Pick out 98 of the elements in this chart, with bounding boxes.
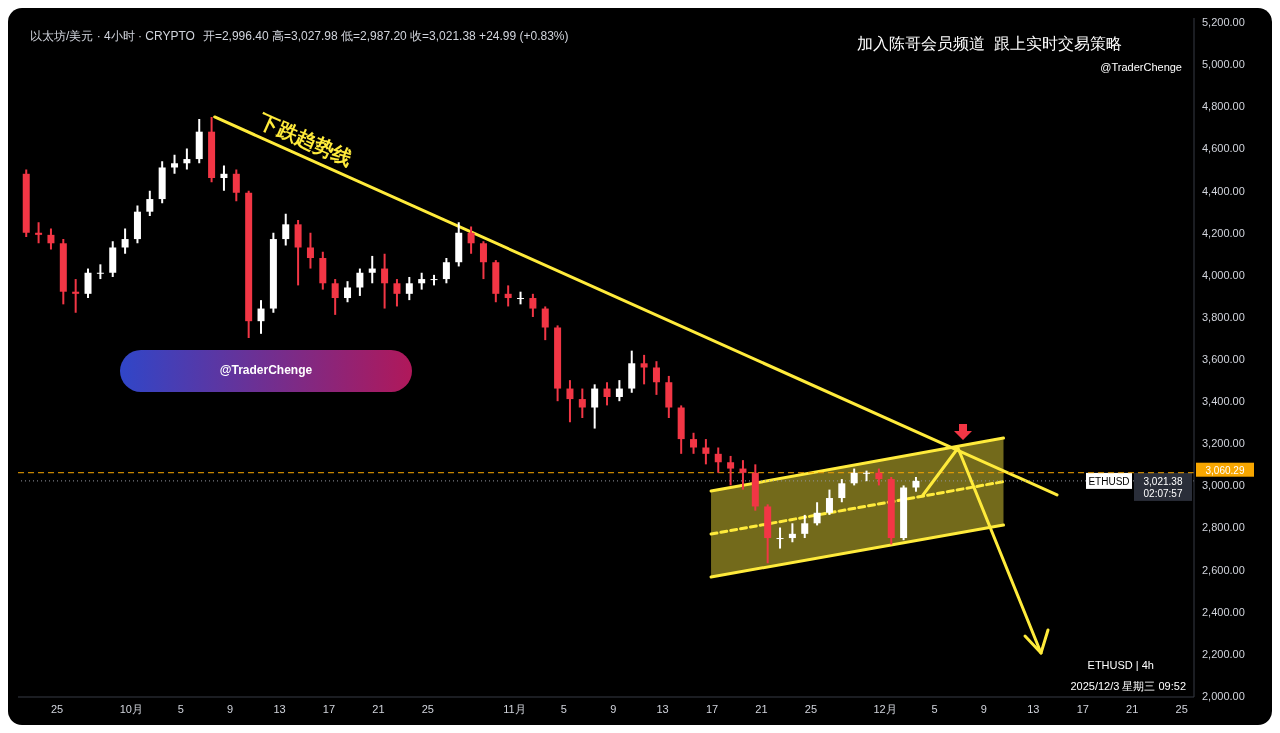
candlestick [615, 379, 623, 403]
x-tick-label: 9 [227, 702, 234, 715]
candlestick [183, 147, 191, 171]
candlestick [35, 221, 43, 245]
annotation: ETHUSD | 4h [1087, 659, 1154, 671]
y-tick-label: 2,200.00 [1202, 647, 1245, 660]
text: 以太坊/美元 · 4小时 · CRYPTO [30, 29, 195, 43]
y-tick-label: 2,400.00 [1202, 605, 1245, 618]
candlestick [541, 305, 549, 342]
x-tick-label: 5 [931, 702, 938, 715]
ref-line-label: 3,060.29 [1205, 464, 1245, 476]
candlestick [96, 263, 104, 281]
x-tick-label: 25 [1175, 702, 1188, 715]
candlestick [727, 454, 735, 487]
y-tick-label: 4,800.00 [1202, 100, 1245, 113]
ref-line-label: 3,021.38 [1143, 475, 1183, 487]
x-tick-label: 5 [560, 702, 567, 715]
y-tick-label: 4,600.00 [1202, 142, 1245, 155]
y-tick-label: 4,400.00 [1202, 184, 1245, 197]
candlestick [788, 522, 796, 544]
x-tick-label: 13 [1027, 702, 1040, 715]
candlestick [331, 278, 339, 316]
candlestick [838, 478, 846, 504]
annotation: 2025/12/3 星期三 09:52 [1070, 679, 1186, 694]
candlestick [282, 212, 290, 247]
y-tick-label: 2,600.00 [1202, 563, 1245, 576]
x-tick-label: 13 [273, 702, 286, 715]
rounded-badge: @TraderChenge [120, 350, 412, 392]
candlestick [257, 299, 265, 335]
candlestick [813, 501, 821, 527]
candlestick [825, 488, 833, 516]
y-tick-label: 3,600.00 [1202, 352, 1245, 365]
candlestick [467, 225, 475, 255]
x-tick-label: 12月 [873, 702, 897, 715]
y-tick-label: 2,800.00 [1202, 521, 1245, 534]
candlestick [603, 381, 611, 407]
candlestick [306, 231, 314, 270]
candlestick [652, 360, 660, 396]
y-tick-label: 3,200.00 [1202, 437, 1245, 450]
x-tick-label: 10月 [119, 702, 143, 715]
annotation: @TraderChenge [218, 363, 314, 377]
candlestick [566, 379, 574, 424]
annotation: @TraderChenge [1100, 61, 1182, 73]
annotation: 下跌趋势线 [254, 108, 356, 170]
candlestick [381, 252, 389, 310]
x-tick-label: 25 [51, 702, 64, 715]
candlestick [776, 526, 784, 550]
candlestick [529, 292, 537, 318]
candlestick [578, 387, 586, 420]
candlestick [801, 513, 809, 540]
x-tick-label: 21 [755, 702, 768, 715]
candlestick [72, 278, 80, 314]
candlestick [84, 267, 92, 300]
x-tick-label: 21 [372, 702, 385, 715]
x-tick-label: 13 [656, 702, 669, 715]
candlestick [47, 227, 55, 251]
candlestick [393, 278, 401, 308]
candlestick [702, 438, 710, 466]
y-tick-label: 4,200.00 [1202, 226, 1245, 239]
candlestick [739, 459, 747, 491]
annotation: 02:07:57 [1143, 487, 1183, 499]
candlestick [405, 275, 413, 302]
candlestick [714, 446, 722, 474]
y-tick-label: 2,000.00 [1202, 689, 1245, 702]
x-tick-label: 17 [1076, 702, 1089, 715]
candlestick [171, 153, 179, 175]
candlestick [121, 227, 129, 255]
candlestick [442, 257, 450, 285]
annotation: ETHUSD [1088, 475, 1130, 487]
y-tick-label: 3,000.00 [1202, 479, 1245, 492]
y-tick-label: 3,400.00 [1202, 395, 1245, 408]
text: 开=2,996.40 高=3,027.98 低=2,987.20 收=3,021.38 +24.99 (+0.83%) [202, 29, 569, 43]
candlestick [591, 383, 599, 430]
candlestick [146, 189, 154, 217]
candlestick [368, 254, 376, 285]
candlestick [479, 240, 487, 281]
y-tick-label: 3,800.00 [1202, 310, 1245, 323]
x-tick-label: 17 [705, 702, 719, 715]
x-tick-label: 9 [980, 702, 987, 715]
x-tick-label: 17 [322, 702, 336, 715]
y-tick-label: 5,000.00 [1202, 58, 1245, 71]
candlestick [344, 280, 352, 304]
candlestick [294, 219, 302, 287]
x-tick-label: 25 [421, 702, 434, 715]
candlestick [640, 353, 648, 386]
candlestick [232, 168, 240, 203]
candlestick [356, 267, 364, 297]
x-tick-label: 25 [804, 702, 818, 715]
candlestick [504, 284, 512, 308]
candlestick [690, 431, 698, 455]
x-tick-label: 11月 [503, 702, 526, 715]
candlestick [220, 164, 228, 192]
x-tick-label: 9 [610, 702, 617, 715]
x-tick-label: 5 [177, 702, 184, 715]
annotation: 加入陈哥会员频道 跟上实时交易策略 [857, 34, 1122, 54]
y-tick-label: 5,200.00 [1202, 16, 1245, 29]
y-tick-label: 4,000.00 [1202, 268, 1245, 281]
x-tick-label: 21 [1126, 702, 1139, 715]
